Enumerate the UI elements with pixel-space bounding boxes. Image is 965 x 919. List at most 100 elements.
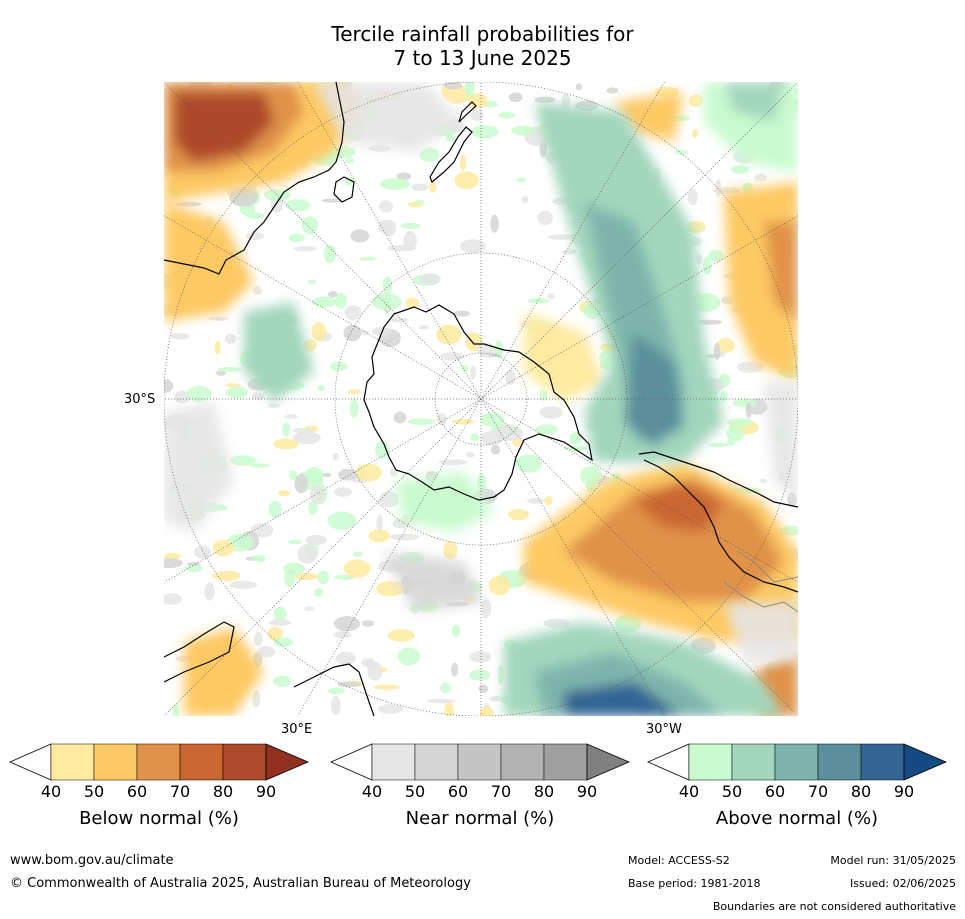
noise-patch: [585, 480, 597, 492]
noise-patch: [345, 157, 355, 164]
noise-patch: [333, 631, 352, 639]
colorbar-segment: [136, 743, 181, 781]
colorbar-segment: [500, 743, 545, 781]
noise-patch: [343, 324, 362, 342]
colorbar-tick-label: 40: [361, 782, 383, 801]
noise-patch: [708, 249, 724, 262]
noise-patch: [708, 442, 728, 448]
noise-patch: [469, 669, 490, 681]
noise-patch: [376, 514, 383, 533]
colorbar-tick-label: 80: [850, 782, 872, 801]
south-america-coastline: [638, 451, 798, 508]
noise-patch: [387, 629, 415, 642]
noise-patch: [575, 83, 583, 91]
noise-patch: [454, 171, 479, 190]
noise-patch: [372, 293, 402, 311]
colorbar-tick-label: 40: [678, 782, 700, 801]
noise-patch: [562, 445, 588, 451]
noise-patch: [389, 533, 420, 541]
country-borders: [723, 551, 798, 613]
graticule: [164, 82, 798, 716]
colorbar-segment: [731, 743, 776, 781]
noise-patch: [419, 147, 440, 162]
new-zealand-coastline: [429, 126, 473, 183]
noise-patch: [380, 178, 410, 190]
noise-patch: [268, 500, 282, 518]
noise-patch: [687, 188, 698, 206]
footer-copyright: © Commonwealth of Australia 2025, Austra…: [10, 876, 471, 891]
noise-patch: [352, 551, 363, 558]
noise-patch: [505, 369, 516, 386]
colorbar-segment: [93, 743, 138, 781]
colorbar-title-near: Near normal (%): [405, 808, 555, 829]
colorbar-tick-label: 70: [807, 782, 829, 801]
noise-patch: [478, 684, 489, 694]
noise-patch: [283, 568, 296, 587]
noise-patch: [481, 599, 492, 619]
noise-patch: [304, 606, 315, 611]
colorbar-segment: [50, 743, 95, 781]
noise-patch: [378, 704, 403, 714]
noise-patch: [217, 367, 242, 372]
noise-patch: [716, 337, 735, 354]
noise-patch: [426, 698, 456, 704]
rainfall-probability-map: [164, 82, 798, 716]
noise-patch: [288, 539, 303, 545]
noise-patch: [331, 695, 341, 716]
noise-patch: [415, 199, 425, 204]
colorbar-tick-label: 90: [255, 782, 277, 801]
noise-patch: [225, 383, 242, 388]
noise-patch: [511, 125, 535, 136]
noise-patch: [224, 333, 237, 344]
noise-patch: [464, 82, 475, 97]
noise-patch: [332, 452, 339, 461]
noise-patch: [164, 553, 182, 559]
south-america-tip: [643, 459, 798, 593]
noise-patch: [375, 440, 390, 459]
noise-patch: [535, 424, 558, 435]
noise-patch: [705, 354, 721, 359]
noise-patch: [304, 467, 324, 484]
noise-patch: [317, 570, 330, 585]
footer-website[interactable]: www.bom.gov.au/climate: [10, 853, 174, 868]
coastlines: [164, 82, 798, 716]
noise-patch: [335, 651, 356, 666]
noise-patch: [229, 188, 258, 207]
noise-patch: [349, 398, 359, 418]
near-normal-regions: [164, 82, 798, 662]
colorbar-tick-label: 70: [490, 782, 512, 801]
noise-patch: [164, 557, 183, 569]
noise-patch: [451, 418, 474, 425]
colorbar-tick-label: 60: [126, 782, 148, 801]
noise-patch: [731, 165, 749, 174]
noise-patch: [515, 454, 542, 473]
noise-patch: [295, 573, 318, 581]
colorbar-segment: [414, 743, 459, 781]
noise-patch: [477, 473, 487, 493]
noise-patch: [579, 466, 603, 486]
noise-patch: [480, 431, 503, 446]
noise-patch: [251, 555, 263, 561]
noise-patch: [376, 581, 405, 597]
noise-patch: [301, 216, 318, 235]
noise-patch: [441, 85, 448, 97]
noise-patch: [278, 490, 291, 497]
noise-patch: [170, 333, 190, 340]
footer-model: Model: ACCESS-S2: [628, 854, 730, 867]
africa-coastline: [164, 621, 235, 683]
noise-patch: [335, 292, 347, 309]
noise-patch: [726, 425, 745, 442]
noise-patch: [407, 418, 435, 425]
noise-patch: [284, 414, 298, 419]
noise-patch: [253, 632, 263, 646]
noise-patch: [470, 433, 480, 442]
noise-patch: [333, 487, 353, 497]
colorbar-segment: [371, 743, 416, 781]
colorbar-extend-high: [903, 743, 948, 781]
noise-patch: [440, 682, 451, 694]
colorbar-segment: [817, 743, 862, 781]
colorbar-tick-label: 50: [721, 782, 743, 801]
colorbar-tick-label: 90: [576, 782, 598, 801]
noise-patch: [288, 233, 305, 243]
noise-patch: [675, 149, 689, 155]
